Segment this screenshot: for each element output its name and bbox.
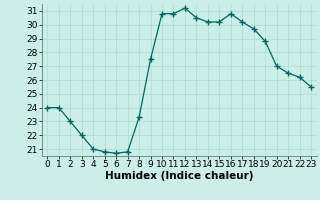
X-axis label: Humidex (Indice chaleur): Humidex (Indice chaleur): [105, 171, 253, 181]
